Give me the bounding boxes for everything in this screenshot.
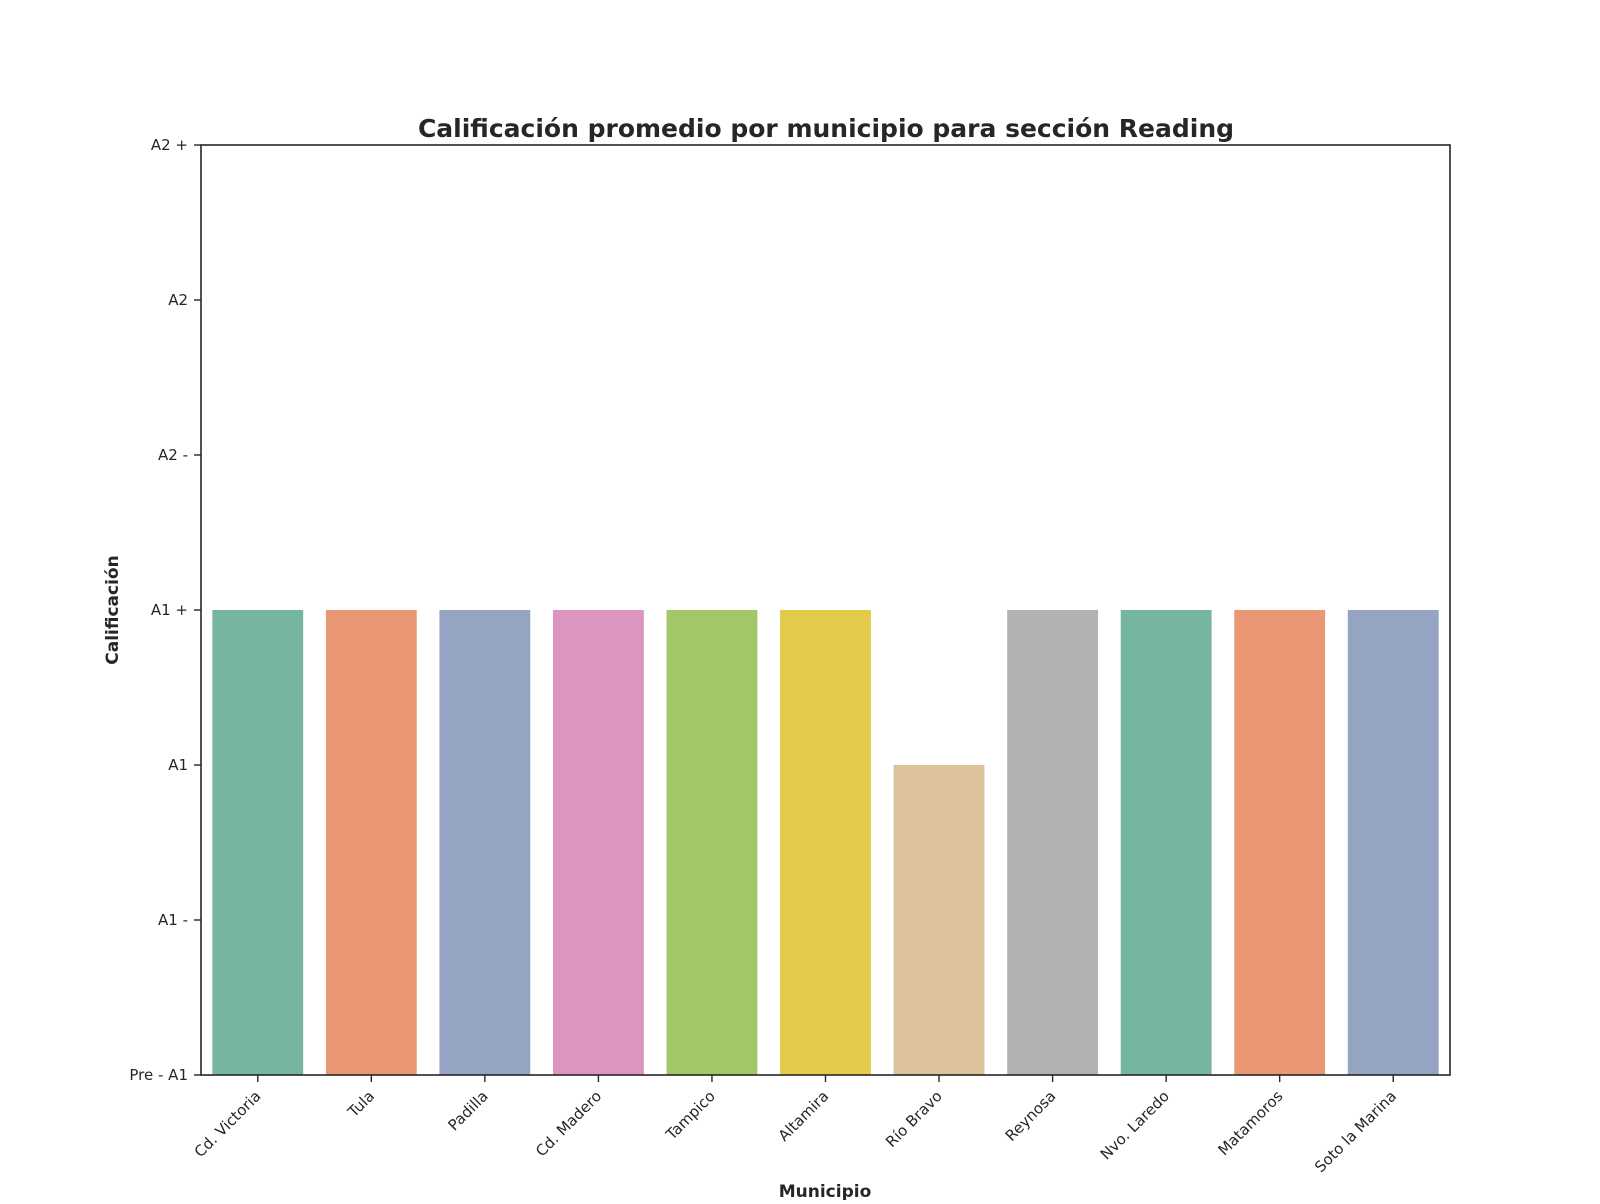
y-tick-label: A2 - (158, 446, 188, 464)
chart-title: Calificación promedio por municipio para… (418, 114, 1234, 143)
x-tick-label: Tampico (662, 1087, 719, 1144)
bar-2 (439, 610, 531, 1075)
y-tick-label: A1 + (151, 601, 188, 619)
bar-9 (1234, 610, 1326, 1075)
bar-0 (212, 610, 304, 1075)
x-tick-label: Tula (344, 1087, 378, 1121)
bar-5 (780, 610, 871, 1075)
bars-layer (212, 610, 1439, 1075)
x-tick-label: Matamoros (1215, 1087, 1287, 1159)
y-tick-label: A1 - (158, 911, 188, 929)
bar-4 (666, 610, 758, 1075)
bar-6 (893, 765, 985, 1075)
bar-1 (325, 610, 417, 1075)
x-tick-label: Cd. Madero (532, 1087, 605, 1160)
x-axis: Cd. Victoria Tula Padilla Cd. Madero Tampico… (191, 1075, 1400, 1176)
x-tick-label: Altamira (775, 1087, 833, 1145)
bar-7 (1007, 610, 1099, 1075)
y-tick-label: A2 (168, 291, 188, 309)
y-axis-title: Calificación (103, 555, 123, 664)
bar-10 (1347, 610, 1439, 1075)
y-tick-label: Pre - A1 (129, 1066, 188, 1084)
y-tick-label: A1 (168, 756, 188, 774)
y-axis: Pre - A1 A1 - A1 A1 + A2 - A2 A2 + (129, 136, 201, 1084)
x-tick-label: Reynosa (1002, 1087, 1060, 1145)
x-tick-label: Soto la Marina (1311, 1087, 1400, 1176)
x-tick-label: Río Bravo (882, 1087, 946, 1151)
x-axis-title: Municipio (779, 1182, 872, 1200)
x-tick-label: Cd. Victoria (191, 1087, 265, 1161)
bar-8 (1120, 610, 1212, 1075)
x-tick-label: Nvo. Laredo (1097, 1087, 1173, 1163)
bar-3 (552, 610, 644, 1075)
x-tick-label: Padilla (444, 1087, 491, 1134)
y-tick-label: A2 + (151, 136, 188, 154)
